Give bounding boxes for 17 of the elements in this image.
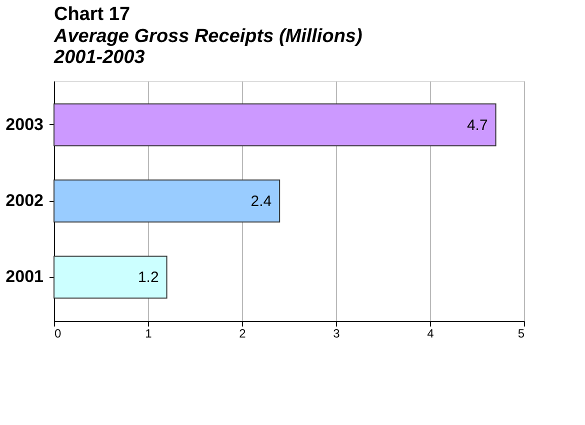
- chart-subtitle: Average Gross Receipts (Millions) 2001-2003: [53, 26, 362, 68]
- x-tick-label: 3: [333, 326, 340, 340]
- bar: [54, 256, 168, 299]
- x-tick-label: 0: [54, 326, 62, 340]
- x-tick-label: 4: [427, 326, 434, 340]
- data-label: 2.4: [250, 193, 272, 210]
- x-tick-label: 1: [145, 326, 152, 340]
- data-label: 1.2: [138, 269, 159, 286]
- x-tick-label: 5: [518, 326, 525, 340]
- bar: [54, 103, 496, 146]
- y-tick-label: 2002: [6, 191, 44, 210]
- data-label: 4.7: [466, 116, 488, 134]
- x-tick-label: 2: [239, 326, 246, 340]
- chart-title: Chart 17: [54, 4, 130, 25]
- y-tick-label: 2001: [6, 267, 44, 286]
- bar: [54, 180, 280, 222]
- y-tick-label: 2003: [6, 114, 44, 134]
